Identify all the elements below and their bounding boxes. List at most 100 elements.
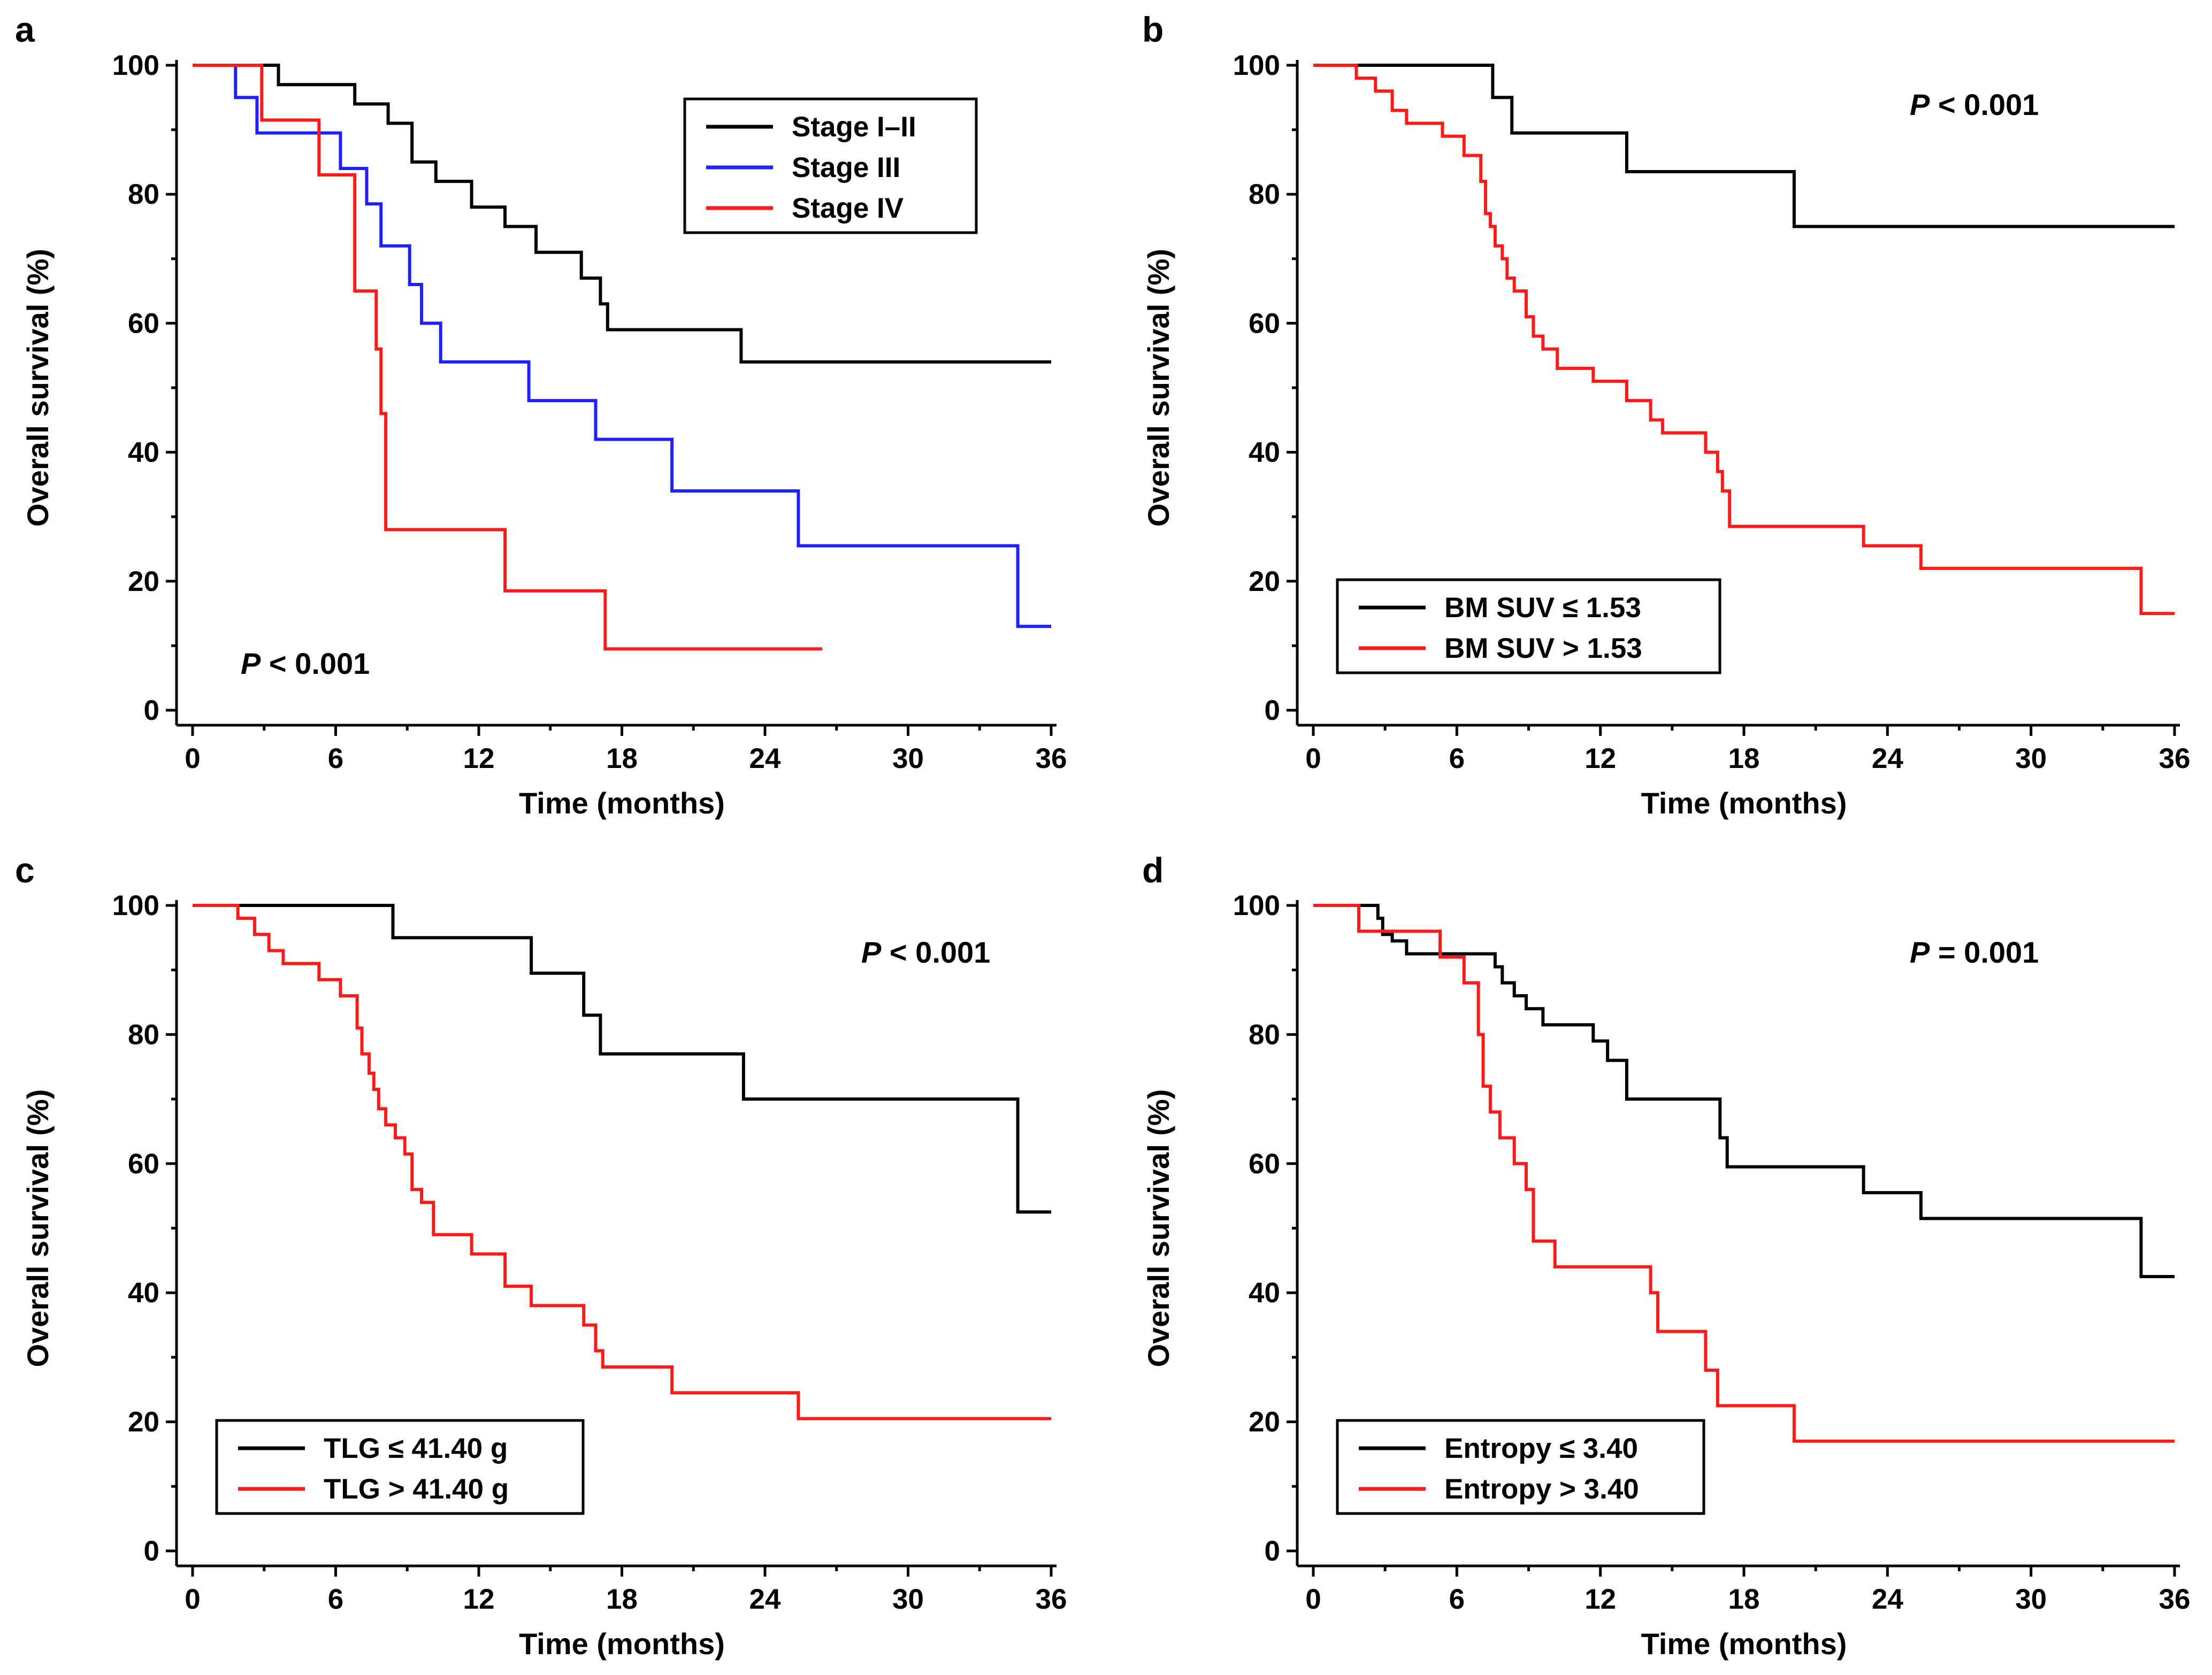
x-tick-label: 18 xyxy=(606,743,638,774)
x-tick-label: 6 xyxy=(1449,743,1465,774)
panel-d: d 0 20 40 60 80 100 0 6 12 18 24 30 36 Time (months) Ov… xyxy=(1142,850,2190,1661)
survival-curve-2 xyxy=(1313,904,2175,1443)
y-tick-label: 60 xyxy=(128,308,159,339)
x-tick-label: 6 xyxy=(328,743,343,774)
legend-box xyxy=(215,1419,585,1515)
y-tick-label: 80 xyxy=(1249,1019,1280,1050)
x-tick-label: 30 xyxy=(2015,743,2047,774)
x-tick-label: 18 xyxy=(606,1584,638,1615)
y-tick-label: 60 xyxy=(1249,1148,1280,1180)
legend-entry: TLG > 41.40 g xyxy=(324,1473,509,1505)
y-tick-label: 80 xyxy=(128,179,159,210)
x-tick-label: 36 xyxy=(2159,743,2191,774)
x-tick-label: 0 xyxy=(185,1584,200,1615)
x-tick-label: 18 xyxy=(1728,1584,1760,1615)
y-tick-label: 20 xyxy=(1249,1407,1280,1438)
y-tick-label: 100 xyxy=(112,890,159,921)
p-value-number: < 0.001 xyxy=(261,647,370,680)
panel-label-d: d xyxy=(1142,850,1164,890)
x-tick-label: 12 xyxy=(463,743,495,774)
panel-label-c: c xyxy=(15,850,35,890)
x-tick-label: 36 xyxy=(1036,743,1067,774)
x-tick-label: 12 xyxy=(1585,743,1616,774)
survival-curve-2 xyxy=(193,904,1051,1420)
p-value-number: < 0.001 xyxy=(881,935,990,969)
y-tick-label: 80 xyxy=(128,1019,159,1050)
survival-curve-2 xyxy=(193,64,1051,628)
p-value-symbol: P xyxy=(1910,935,1930,969)
survival-curve-1 xyxy=(1313,64,2175,228)
p-value-number: < 0.001 xyxy=(1930,88,2039,121)
survival-curve-1 xyxy=(1313,904,2175,1278)
x-tick-label: 24 xyxy=(1872,743,1903,774)
x-tick-label: 24 xyxy=(1872,1584,1903,1615)
p-value-symbol: P xyxy=(241,647,261,680)
legend-entry: Entropy ≤ 3.40 xyxy=(1444,1433,1638,1464)
y-axis-title: Overall survival (%) xyxy=(1142,249,1175,527)
x-tick-label: 6 xyxy=(1449,1584,1465,1615)
y-axis-title: Overall survival (%) xyxy=(21,1089,55,1367)
y-tick-label: 100 xyxy=(112,50,159,81)
legend-box xyxy=(683,97,978,234)
legend-entry: Stage IV xyxy=(792,193,904,224)
panel-label-b: b xyxy=(1142,10,1164,49)
x-tick-label: 36 xyxy=(2159,1584,2191,1615)
y-tick-label: 80 xyxy=(1249,179,1280,210)
legend-entry: BM SUV ≤ 1.53 xyxy=(1444,592,1641,624)
panel-b: b 0 20 40 60 80 100 0 6 12 18 24 30 36 Time (months) Ov… xyxy=(1142,10,2190,820)
legend: Stage I–II Stage III Stage IV xyxy=(683,97,978,234)
survival-curve-3 xyxy=(193,64,822,651)
panel-label-a: a xyxy=(15,10,35,49)
x-tick-label: 30 xyxy=(892,743,924,774)
x-tick-label: 6 xyxy=(328,1584,343,1615)
y-tick-label: 20 xyxy=(128,566,159,597)
p-value: P < 0.001 xyxy=(241,647,370,680)
x-tick-label: 30 xyxy=(2015,1584,2047,1615)
p-value-symbol: P xyxy=(861,935,882,969)
p-value: P = 0.001 xyxy=(1910,935,2039,969)
legend-entry: BM SUV > 1.53 xyxy=(1444,633,1642,664)
y-tick-label: 100 xyxy=(1233,890,1280,921)
p-value-number: = 0.001 xyxy=(1930,935,2039,969)
legend: BM SUV ≤ 1.53 BM SUV > 1.53 xyxy=(1336,578,1721,674)
y-axis-title: Overall survival (%) xyxy=(21,249,55,527)
y-tick-label: 0 xyxy=(1265,695,1280,726)
legend: Entropy ≤ 3.40 Entropy > 3.40 xyxy=(1336,1419,1705,1515)
y-tick-label: 60 xyxy=(1249,308,1280,339)
y-tick-label: 0 xyxy=(144,695,159,726)
x-axis-title: Time (months) xyxy=(1641,1627,1847,1661)
x-tick-label: 12 xyxy=(463,1584,495,1615)
p-value: P < 0.001 xyxy=(1910,88,2039,121)
legend-box xyxy=(1336,1419,1705,1515)
y-tick-label: 0 xyxy=(144,1535,159,1567)
survival-curve-2 xyxy=(1313,64,2175,616)
panel-a: a 0 20 40 60 80 100 0 6 12 18 24 30 36 Time (months) Ov… xyxy=(15,10,1067,820)
legend-entry: Stage I–II xyxy=(792,111,916,143)
legend-entry: Entropy > 3.40 xyxy=(1444,1473,1639,1505)
legend-entry: TLG ≤ 41.40 g xyxy=(324,1433,508,1464)
legend-box xyxy=(1336,578,1721,674)
y-tick-label: 20 xyxy=(128,1407,159,1438)
y-tick-label: 0 xyxy=(1265,1535,1280,1567)
legend-entry: Stage III xyxy=(792,152,900,183)
x-tick-label: 30 xyxy=(892,1584,924,1615)
y-tick-label: 40 xyxy=(1249,437,1280,468)
x-axis-title: Time (months) xyxy=(519,1627,725,1661)
x-axis-title: Time (months) xyxy=(1641,786,1847,820)
legend: TLG ≤ 41.40 g TLG > 41.40 g xyxy=(215,1419,585,1515)
x-tick-label: 0 xyxy=(1305,1584,1321,1615)
y-tick-label: 40 xyxy=(128,437,159,468)
x-tick-label: 36 xyxy=(1036,1584,1067,1615)
y-tick-label: 100 xyxy=(1233,50,1280,81)
p-value-symbol: P xyxy=(1910,88,1930,121)
x-tick-label: 18 xyxy=(1728,743,1760,774)
panel-c: c 0 20 40 60 80 100 0 6 12 18 24 30 36 Time (months) Ov… xyxy=(15,850,1067,1661)
p-value: P < 0.001 xyxy=(861,935,990,969)
x-axis-title: Time (months) xyxy=(519,786,725,820)
x-tick-label: 0 xyxy=(1305,743,1321,774)
y-tick-label: 20 xyxy=(1249,566,1280,597)
y-axis-title: Overall survival (%) xyxy=(1142,1089,1175,1367)
survival-curve-1 xyxy=(193,904,1051,1214)
